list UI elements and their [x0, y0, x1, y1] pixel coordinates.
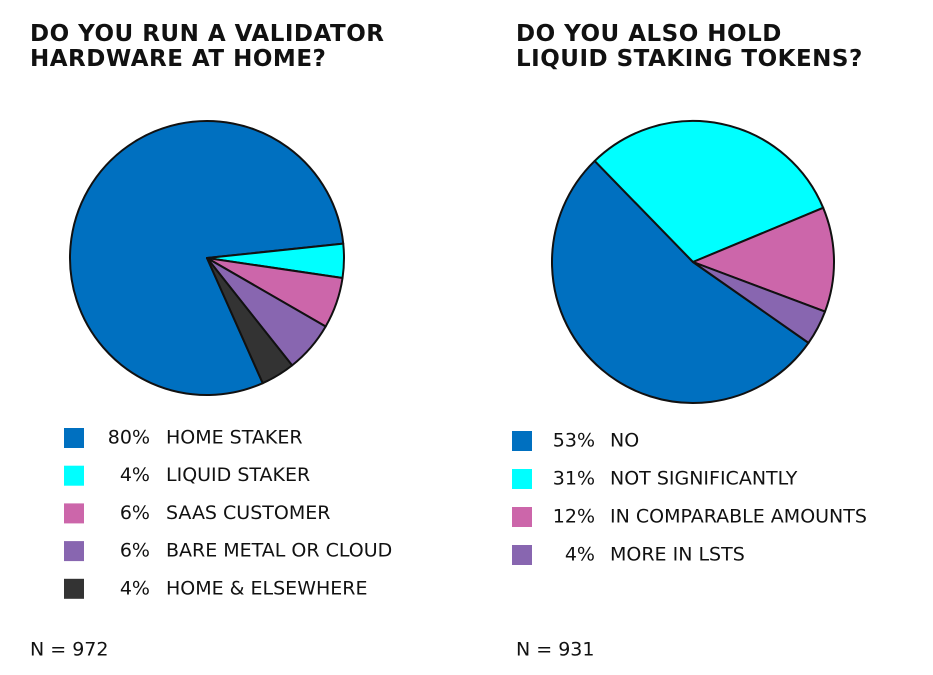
legend-value: 6% — [120, 540, 150, 562]
legend-value: 4% — [565, 544, 595, 566]
legend-label: LIQUID STAKER — [166, 464, 310, 486]
legend-label: HOME & ELSEWHERE — [166, 577, 367, 599]
legend-label: SAAS CUSTOMER — [166, 502, 330, 524]
legend-value: 4% — [120, 577, 150, 599]
legend-swatch — [64, 503, 84, 524]
legend-swatch — [64, 465, 84, 486]
legend-swatch — [512, 431, 532, 451]
legend-label: MORE IN LSTS — [610, 544, 745, 566]
legend-label: HOME STAKER — [166, 427, 303, 449]
legend-value: 31% — [553, 468, 595, 490]
legend-value: 53% — [553, 430, 595, 452]
legend-label: NO — [610, 430, 639, 452]
legend-swatch — [64, 541, 84, 562]
chart-title: DO YOU RUN A VALIDATOR HARDWARE AT HOME? — [30, 21, 385, 72]
legend-label: NOT SIGNIFICANTLY — [610, 468, 798, 490]
legend-label: BARE METAL OR CLOUD — [166, 540, 392, 562]
chart-title: DO YOU ALSO HOLD LIQUID STAKING TOKENS? — [516, 21, 863, 72]
legend-value: 12% — [553, 506, 595, 528]
pie-slice — [692, 261, 826, 344]
annotation: N = 931 — [516, 639, 594, 661]
legend-swatch — [64, 578, 84, 599]
legend-label: IN COMPARABLE AMOUNTS — [610, 506, 867, 528]
legend-swatch — [512, 469, 532, 489]
annotation: N = 972 — [30, 639, 108, 661]
pie-slice — [692, 206, 835, 313]
pie-slice — [206, 257, 294, 385]
legend-swatch — [64, 428, 84, 448]
pie-slice — [551, 159, 810, 404]
legend-value: 4% — [120, 464, 150, 486]
legend-swatch — [512, 545, 532, 565]
legend-value: 80% — [108, 427, 150, 449]
legend-swatch — [512, 507, 532, 527]
legend-value: 6% — [120, 502, 150, 524]
pie-slice — [593, 120, 825, 263]
